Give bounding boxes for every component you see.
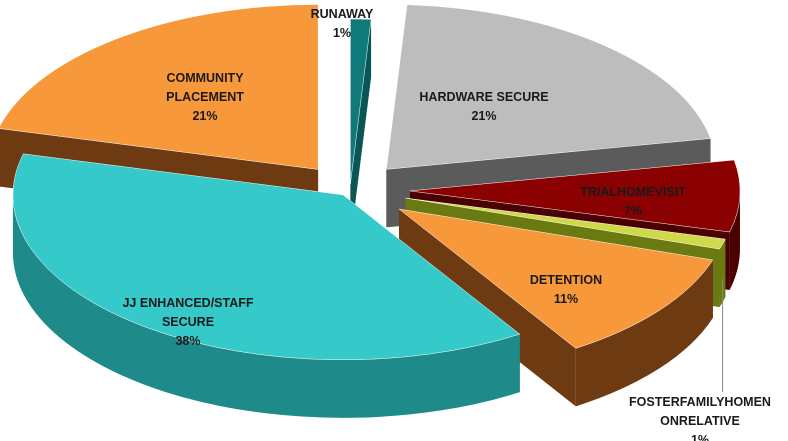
percent-label: 1%	[691, 433, 709, 441]
percent-label: 38%	[175, 334, 200, 348]
slice-runaway[interactable]	[350, 18, 372, 185]
slice-fosterfamilyhomenonrelative[interactable]	[405, 197, 726, 250]
slice-side-runaway	[350, 19, 372, 243]
slice-wall	[350, 19, 372, 243]
percent-label: 21%	[471, 109, 496, 123]
category-label: RUNAWAY	[311, 7, 374, 21]
slice-label: FOSTERFAMILYHOMEN ONRELATIVE 1%	[629, 395, 771, 441]
category-label: HARDWARE SECURE	[419, 90, 548, 104]
slice-hardware-secure[interactable]	[386, 4, 711, 170]
slice-label: DETENTION 11%	[530, 273, 602, 306]
slice-label: RUNAWAY 1%	[311, 7, 374, 40]
category-label: DETENTION	[530, 273, 602, 287]
category-label: SECURE	[162, 315, 214, 329]
slice-labels: RUNAWAY 1% HARDWARE SECURE 21% TRIALHOMEVISI…	[122, 7, 770, 441]
slice-label: COMMUNITY PLACEMENT 21%	[166, 71, 244, 123]
slice-outer-wall	[575, 259, 713, 407]
slice-tops	[0, 4, 741, 361]
slice-outer-wall	[719, 239, 726, 308]
percent-label: 11%	[554, 292, 578, 306]
category-label: ONRELATIVE	[660, 414, 740, 428]
slice-label: HARDWARE SECURE 21%	[419, 90, 548, 123]
slice-wall	[398, 209, 576, 407]
slice-label: JJ ENHANCED/STAFF SECURE 38%	[122, 296, 253, 348]
category-label: JJ ENHANCED/STAFF	[122, 296, 253, 310]
slice-outer-wall	[12, 194, 520, 418]
category-label: PLACEMENT	[166, 90, 244, 104]
slice-community-placement[interactable]	[0, 4, 319, 170]
percent-label: 7%	[624, 204, 642, 218]
slice-detention[interactable]	[398, 208, 714, 349]
percent-label: 1%	[333, 26, 351, 40]
category-label: TRIALHOMEVISIT	[580, 185, 686, 199]
category-label: COMMUNITY	[166, 71, 244, 85]
slice-trialhomevisit[interactable]	[409, 159, 741, 233]
category-label: FOSTERFAMILYHOMEN	[629, 395, 771, 409]
slice-label: TRIALHOMEVISIT 7%	[580, 185, 686, 218]
slice-outer-wall	[729, 190, 740, 290]
percent-label: 21%	[192, 109, 217, 123]
slice-jj-enhanced-staff-secure[interactable]	[12, 153, 521, 361]
